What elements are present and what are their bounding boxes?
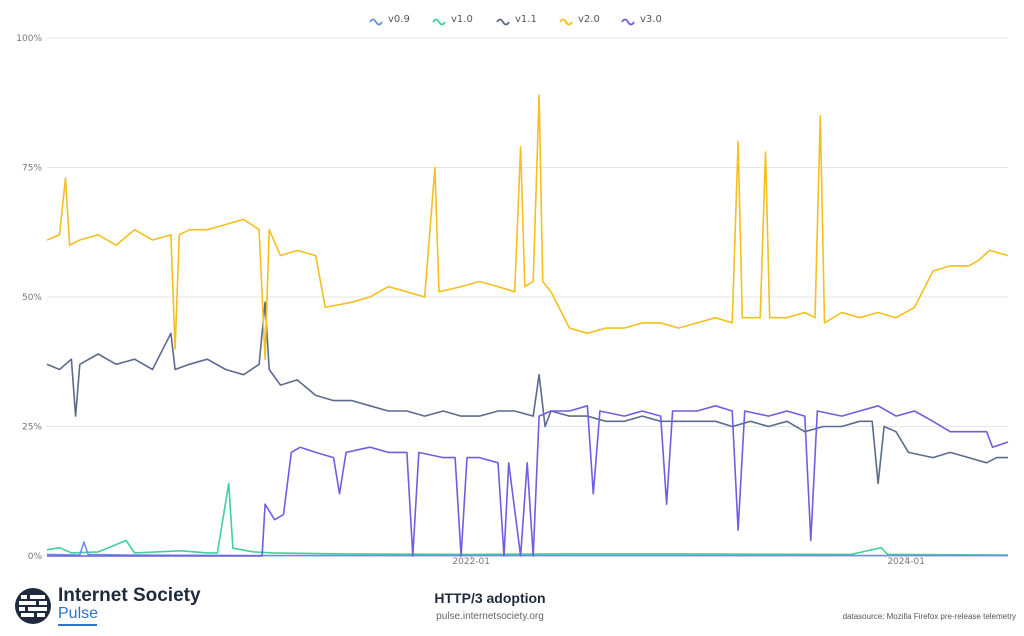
series-group [46,94,1009,557]
y-tick-label: 25% [22,423,42,433]
y-tick-label: 75% [22,164,42,174]
brand-name: Internet Society [58,585,201,606]
legend-swatch-v1-0 [432,18,446,26]
legend-label-v1-0: v1.0 [451,14,473,25]
x-tick-label: 2022-01 [452,557,490,567]
internet-society-logo[interactable]: Internet Society Pulse [14,586,201,626]
legend-swatch-v2-0 [559,18,573,26]
series-line-v1-1 [46,301,1008,485]
legend: v0.9 v1.0 v1.1 v2.0 v3.0 [369,14,662,26]
site-url[interactable]: pulse.internetsociety.org [436,611,544,622]
series-line-v0-9 [46,541,1008,557]
footer: Internet Society Pulse HTTP/3 adoption p… [0,580,1024,636]
legend-label-v1-1: v1.1 [515,14,537,25]
http3-adoption-chart: v0.9 v1.0 v1.1 v2.0 v3.0 0% 25% 50% 75% 100% 202… [16,14,1009,567]
chart-caption: HTTP/3 adoption pulse.internetsociety.or… [390,590,590,622]
legend-swatch-v0-9 [369,18,383,26]
series-line-v3-0 [47,405,1009,557]
legend-label-v0-9: v0.9 [388,14,410,25]
y-axis-ticks: 0% 25% 50% 75% 100% [16,34,42,562]
legend-label-v3-0: v3.0 [640,14,662,25]
x-tick-label: 2024-01 [887,557,925,567]
chart-title: HTTP/3 adoption [434,590,546,606]
brand-sub: Pulse [58,605,98,626]
y-tick-label: 100% [16,34,42,44]
y-tick-label: 50% [22,293,42,303]
globe-logo-icon [15,587,51,624]
legend-label-v2-0: v2.0 [578,14,600,25]
legend-swatch-v3-0 [621,18,635,26]
y-tick-label: 0% [28,552,43,562]
x-axis-ticks: 2022-01 2024-01 [452,556,925,567]
series-line-v2-0 [46,94,1009,360]
legend-swatch-v1-1 [496,18,510,26]
datasource-note: datasource: Mozilla Firefox pre-release … [842,612,1016,621]
series-line-v1-0 [46,482,1009,556]
